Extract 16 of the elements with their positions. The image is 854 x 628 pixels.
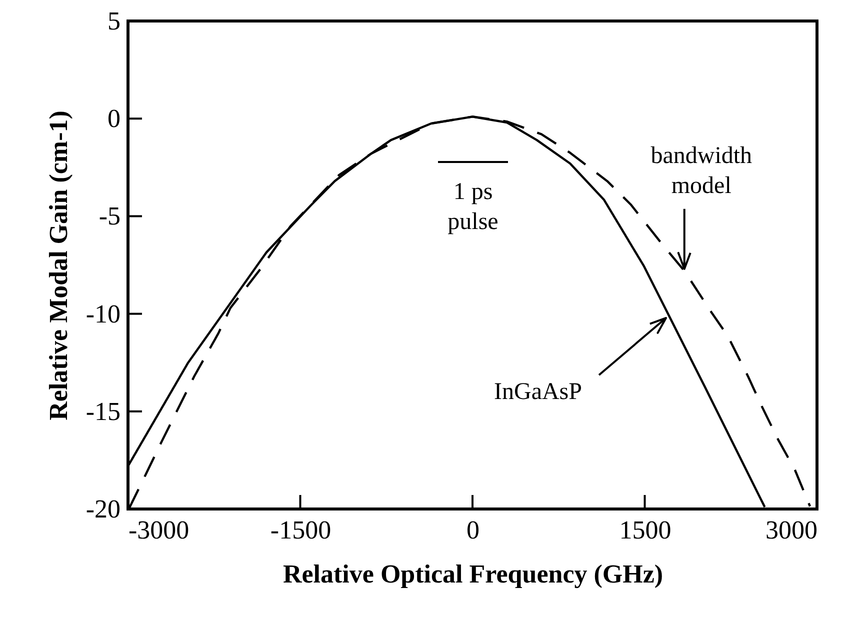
- y-tick-label: 5: [108, 6, 120, 36]
- y-tick-label: 0: [108, 104, 120, 134]
- annotation: InGaAsP: [494, 379, 582, 405]
- x-tick-label: 1500: [619, 516, 672, 544]
- x-tick-label: 0: [466, 516, 480, 544]
- y-tick-label: -15: [86, 396, 120, 426]
- y-tick-label: -5: [98, 202, 120, 231]
- y-axis-title: Relative Modal Gain (cm-1): [44, 110, 73, 420]
- x-axis-title: Relative Optical Frequency (GHz): [282, 560, 664, 588]
- x-tick-label: -1500: [270, 516, 332, 544]
- y-tick-label: -20: [86, 494, 120, 524]
- annotation: bandwidth model: [650, 142, 752, 199]
- y-tick-label: -10: [86, 299, 120, 328]
- x-tick-label: -3000: [128, 516, 190, 544]
- x-tick-label: 3000: [766, 516, 818, 544]
- annotation: 1 ps pulse: [448, 179, 498, 235]
